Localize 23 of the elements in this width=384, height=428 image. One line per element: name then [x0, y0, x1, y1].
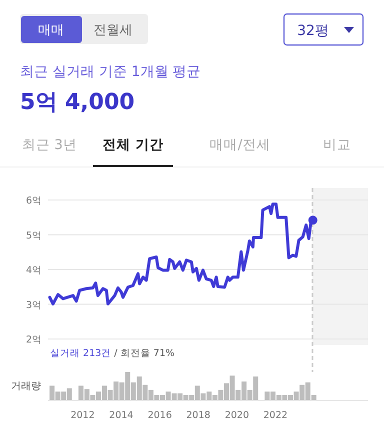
text: 매매 — [38, 23, 64, 38]
text: 비교 — [323, 137, 351, 153]
y-tick-label: 6억 — [26, 196, 42, 206]
text: 최근 3년 — [22, 137, 77, 153]
y-tick-label: 5억 — [26, 230, 42, 242]
x-tick-label: 2022 — [263, 410, 288, 421]
x-tick-label: 2012 — [70, 410, 95, 421]
y-tick-label: 2억 — [26, 334, 42, 346]
x-tick-label: 2014 — [109, 410, 134, 421]
text: 5억 4,000 — [20, 90, 135, 115]
text: 최근 실거래 기준 1개월 평균 — [20, 64, 201, 80]
text: 32평 — [297, 23, 329, 39]
text: 전월세 — [94, 23, 132, 38]
y-axis-title: 거래량 — [11, 381, 41, 392]
x-tick-label: 2018 — [186, 410, 210, 421]
y-tick-label: 3억 — [26, 300, 42, 311]
text: / 회전율 71% — [111, 348, 175, 359]
y-tick-label: 4억 — [26, 265, 42, 276]
x-tick-label: 2016 — [148, 410, 172, 421]
x-tick-label: 2020 — [224, 410, 250, 421]
text: 매매/전세 — [210, 137, 270, 153]
text: 전체 기간 — [102, 137, 164, 153]
text: 실거래 213건 — [50, 348, 112, 359]
